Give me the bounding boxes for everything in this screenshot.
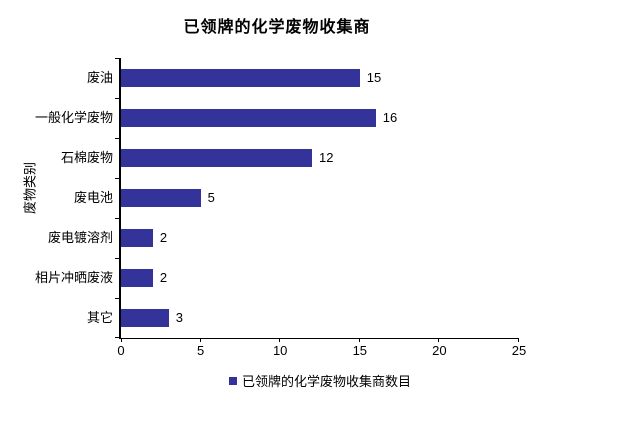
x-axis-tick-label-25: 25: [511, 343, 527, 358]
bar-1: [121, 109, 376, 127]
category-label-6: 其它: [86, 310, 113, 325]
category-label-5: 相片冲晒废液: [34, 270, 113, 285]
x-axis-tick-label-10: 10: [272, 343, 288, 358]
x-axis-tick-label-0: 0: [117, 343, 125, 358]
category-axis-labels: 废油一般化学废物石棉废物废电池废电镀溶剂相片冲晒废液其它: [0, 58, 113, 338]
y-axis-tick-1: [115, 98, 119, 99]
value-label-3: 5: [207, 190, 215, 205]
chart-title: 已领牌的化学废物收集商: [183, 19, 371, 36]
bar-0: [121, 69, 360, 87]
category-label-1: 一般化学废物: [34, 110, 113, 125]
y-axis-tick-7: [115, 337, 119, 338]
category-label-2: 石棉废物: [60, 150, 113, 165]
category-label-4: 废电镀溶剂: [47, 230, 113, 245]
y-axis-tick-2: [115, 138, 119, 139]
value-label-0: 15: [366, 70, 382, 85]
y-axis-tick-3: [115, 178, 119, 179]
y-axis-tick-5: [115, 258, 119, 259]
x-axis-tick-15: [358, 338, 360, 342]
value-label-2: 12: [319, 150, 334, 165]
value-label-4: 2: [159, 230, 168, 245]
x-axis-tick-label-15: 15: [352, 343, 368, 358]
bar-2: [121, 149, 313, 167]
value-label-5: 2: [159, 270, 168, 285]
y-axis-tick-6: [115, 298, 119, 299]
plot-area: 15 16 12 5 2 2 3 0 5 10 15 20 25: [115, 58, 526, 358]
legend-marker-icon: [228, 376, 237, 385]
x-axis-tick-5: [199, 338, 201, 342]
x-axis-tick-label-20: 20: [432, 343, 447, 358]
x-axis-tick-10: [279, 338, 281, 342]
x-axis-tick-label-5: 5: [196, 343, 205, 358]
value-label-1: 16: [382, 110, 398, 125]
bar-4: [121, 229, 153, 247]
y-axis-tick-4: [115, 218, 119, 219]
category-label-0: 废油: [86, 70, 113, 85]
legend: 已领牌的化学废物收集商数目: [0, 371, 640, 390]
value-label-6: 3: [175, 310, 183, 325]
bar-5: [121, 269, 153, 287]
x-axis-tick-25: [518, 338, 519, 342]
bar-6: [121, 309, 169, 327]
legend-label: 已领牌的化学废物收集商数目: [241, 374, 411, 389]
x-axis-tick-20: [438, 338, 440, 342]
bar-3: [121, 189, 201, 207]
category-label-3: 废电池: [73, 190, 113, 205]
y-axis-tick-0: [115, 58, 119, 59]
x-axis-tick-0: [121, 338, 122, 342]
